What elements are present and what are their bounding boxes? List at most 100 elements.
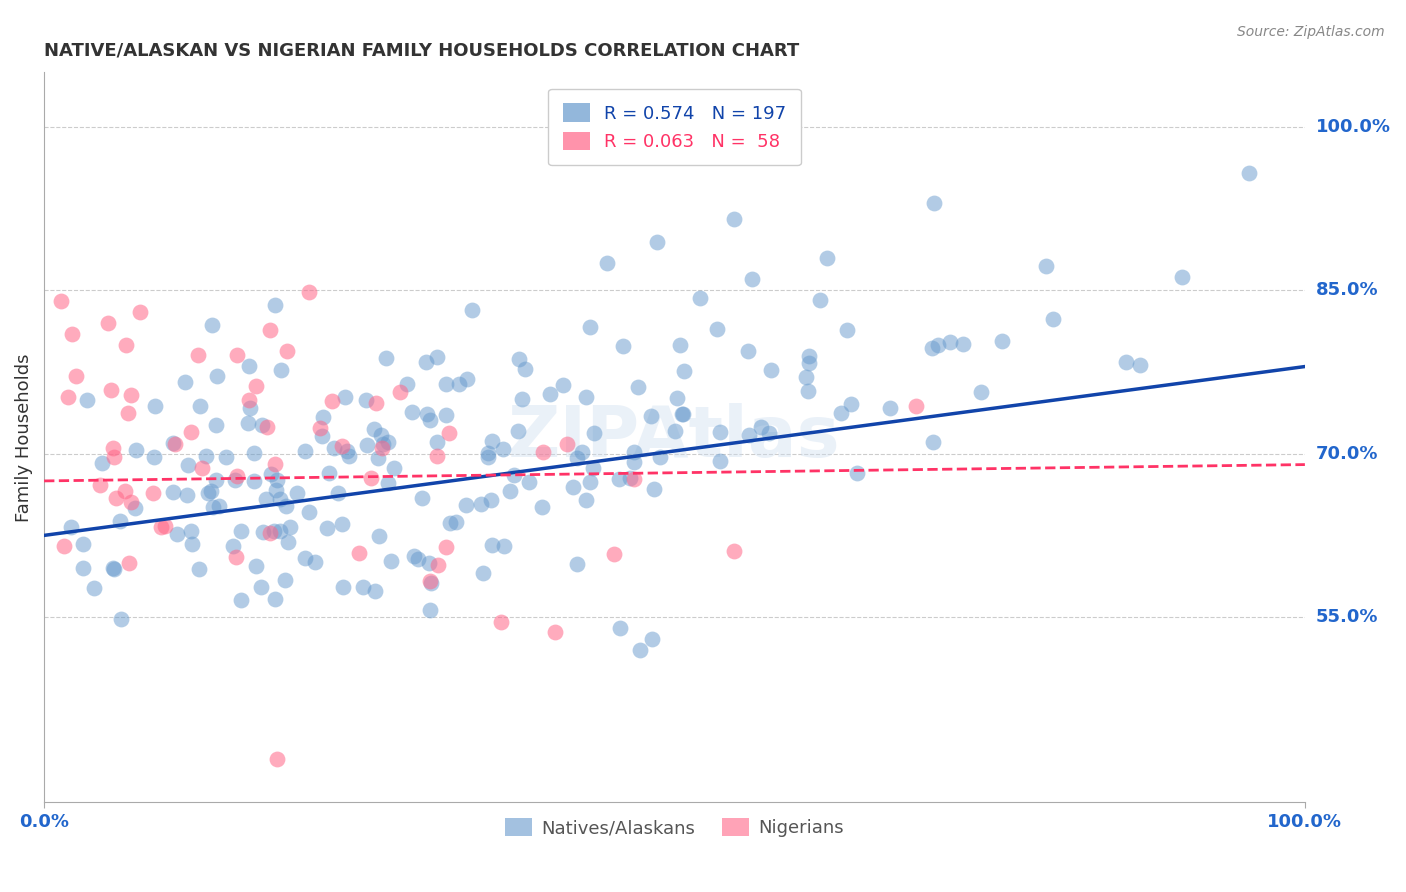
Nigerians: [370, 441, 392, 455]
Natives/Alaskans: [328, 486, 350, 500]
Natives/Alaskans: [273, 573, 295, 587]
Natives/Alaskans: [456, 372, 478, 386]
Nigerians: [117, 406, 139, 420]
Nigerians: [128, 305, 150, 319]
Natives/Alaskans: [706, 322, 728, 336]
Natives/Alaskans: [741, 272, 763, 286]
Natives/Alaskans: [197, 485, 219, 500]
Natives/Alaskans: [336, 443, 359, 458]
Natives/Alaskans: [243, 446, 266, 460]
Natives/Alaskans: [363, 422, 385, 436]
Nigerians: [191, 461, 214, 475]
Natives/Alaskans: [927, 338, 949, 352]
Natives/Alaskans: [510, 392, 533, 406]
Nigerians: [603, 547, 626, 561]
Nigerians: [491, 615, 513, 629]
Nigerians: [153, 519, 176, 533]
Natives/Alaskans: [530, 500, 553, 515]
Natives/Alaskans: [515, 362, 537, 376]
Nigerians: [103, 450, 125, 464]
Natives/Alaskans: [356, 438, 378, 452]
Natives/Alaskans: [689, 291, 711, 305]
Natives/Alaskans: [517, 475, 540, 490]
Natives/Alaskans: [108, 514, 131, 528]
Nigerians: [544, 625, 567, 640]
Natives/Alaskans: [538, 387, 561, 401]
Natives/Alaskans: [640, 409, 662, 424]
Nigerians: [104, 491, 127, 506]
Natives/Alaskans: [492, 442, 515, 456]
Natives/Alaskans: [447, 376, 470, 391]
Natives/Alaskans: [367, 451, 389, 466]
Natives/Alaskans: [264, 483, 287, 498]
Natives/Alaskans: [574, 390, 596, 404]
Nigerians: [427, 558, 450, 572]
Natives/Alaskans: [200, 483, 222, 498]
Nigerians: [225, 549, 247, 564]
Natives/Alaskans: [879, 401, 901, 415]
Text: 85.0%: 85.0%: [1316, 281, 1379, 300]
Text: 70.0%: 70.0%: [1316, 445, 1378, 463]
Natives/Alaskans: [370, 427, 392, 442]
Natives/Alaskans: [375, 351, 398, 365]
Nigerians: [266, 752, 288, 766]
Nigerians: [309, 421, 332, 435]
Natives/Alaskans: [612, 339, 634, 353]
Natives/Alaskans: [162, 436, 184, 450]
Natives/Alaskans: [354, 392, 377, 407]
Natives/Alaskans: [294, 444, 316, 458]
Natives/Alaskans: [673, 364, 696, 378]
Natives/Alaskans: [664, 424, 686, 438]
Text: ZIPAtlas: ZIPAtlas: [508, 403, 841, 472]
Natives/Alaskans: [188, 562, 211, 576]
Natives/Alaskans: [352, 580, 374, 594]
Natives/Alaskans: [205, 418, 228, 433]
Nigerians: [97, 316, 120, 330]
Natives/Alaskans: [238, 359, 260, 373]
Natives/Alaskans: [444, 516, 467, 530]
Legend: Natives/Alaskans, Nigerians: Natives/Alaskans, Nigerians: [498, 811, 851, 845]
Natives/Alaskans: [177, 458, 200, 472]
Natives/Alaskans: [266, 473, 288, 487]
Natives/Alaskans: [623, 445, 645, 459]
Natives/Alaskans: [921, 341, 943, 355]
Natives/Alaskans: [335, 390, 357, 404]
Natives/Alaskans: [799, 356, 821, 370]
Natives/Alaskans: [709, 425, 731, 439]
Nigerians: [256, 420, 278, 434]
Natives/Alaskans: [204, 473, 226, 487]
Natives/Alaskans: [377, 434, 399, 449]
Nigerians: [276, 344, 298, 359]
Natives/Alaskans: [1171, 270, 1194, 285]
Nigerians: [49, 294, 72, 309]
Nigerians: [65, 369, 87, 384]
Natives/Alaskans: [627, 380, 650, 394]
Natives/Alaskans: [415, 355, 437, 369]
Nigerians: [165, 437, 187, 451]
Natives/Alaskans: [481, 434, 503, 449]
Natives/Alaskans: [650, 450, 672, 464]
Natives/Alaskans: [492, 539, 515, 553]
Nigerians: [56, 390, 79, 404]
Natives/Alaskans: [224, 473, 246, 487]
Nigerians: [238, 393, 260, 408]
Natives/Alaskans: [125, 442, 148, 457]
Nigerians: [298, 285, 321, 299]
Natives/Alaskans: [143, 399, 166, 413]
Natives/Alaskans: [337, 449, 360, 463]
Natives/Alaskans: [481, 538, 503, 552]
Nigerians: [531, 445, 554, 459]
Natives/Alaskans: [1035, 259, 1057, 273]
Text: 100.0%: 100.0%: [1316, 118, 1391, 136]
Natives/Alaskans: [645, 235, 668, 249]
Natives/Alaskans: [749, 420, 772, 434]
Natives/Alaskans: [382, 460, 405, 475]
Natives/Alaskans: [276, 499, 298, 513]
Natives/Alaskans: [758, 426, 780, 441]
Natives/Alaskans: [619, 470, 641, 484]
Nigerians: [114, 484, 136, 499]
Natives/Alaskans: [991, 334, 1014, 349]
Natives/Alaskans: [970, 384, 993, 399]
Natives/Alaskans: [364, 584, 387, 599]
Nigerians: [723, 544, 745, 558]
